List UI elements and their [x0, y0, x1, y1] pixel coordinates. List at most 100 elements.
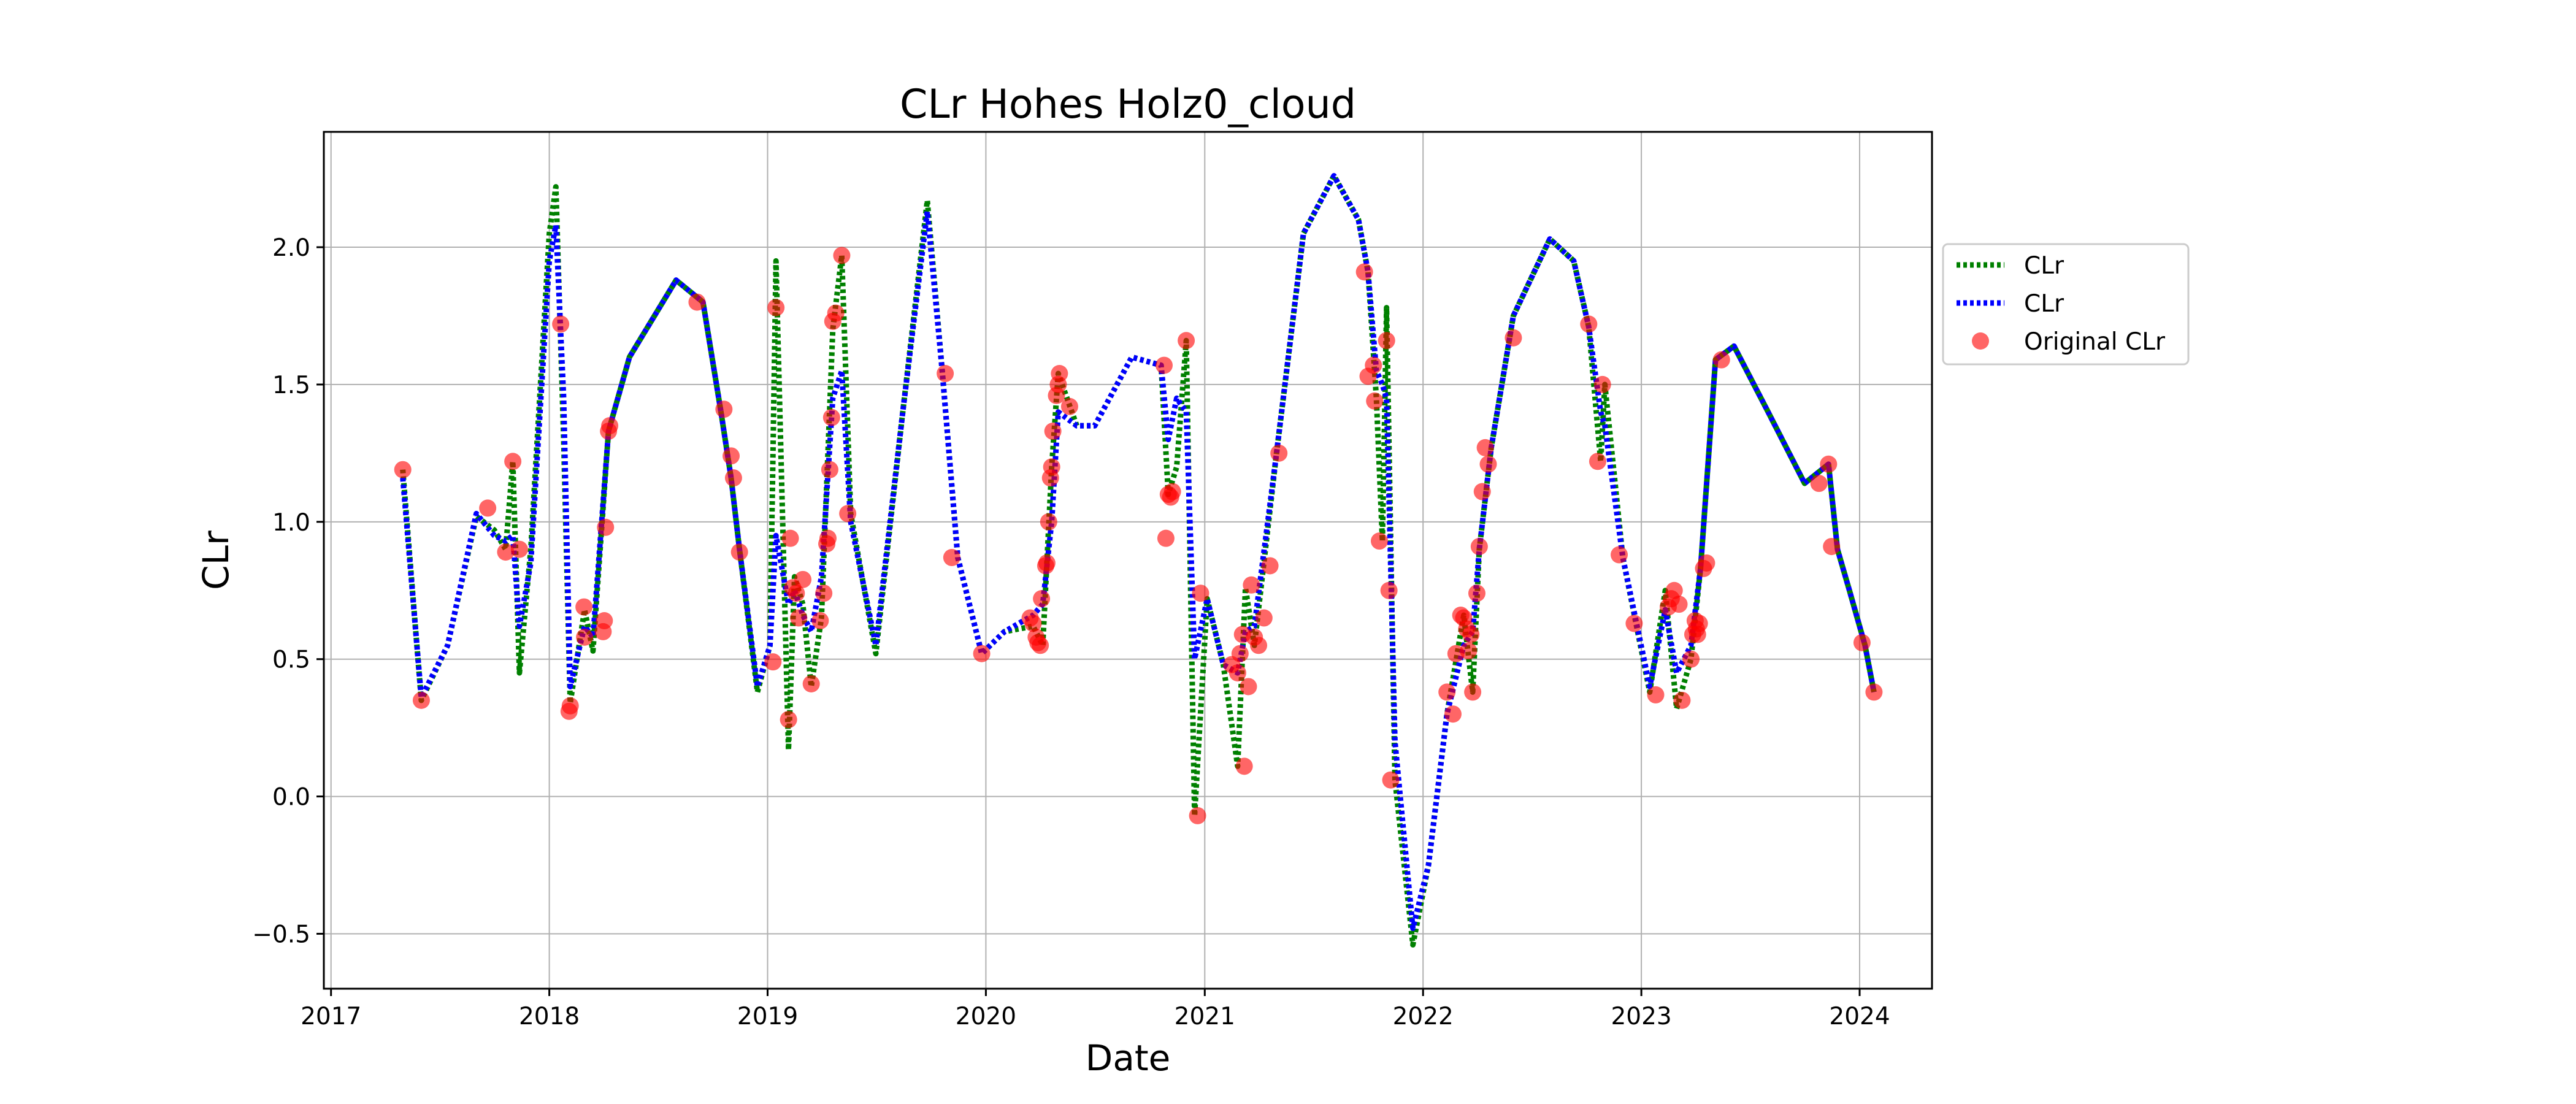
data-point — [1044, 423, 1062, 440]
data-point — [1231, 645, 1249, 662]
data-point — [1479, 455, 1497, 473]
data-point — [819, 529, 837, 547]
data-point — [973, 645, 991, 662]
data-point — [767, 299, 785, 316]
data-point — [552, 315, 570, 333]
x-tick-label: 2021 — [1175, 1003, 1235, 1030]
data-point — [1250, 637, 1268, 654]
series-2 — [400, 173, 1877, 931]
data-point — [1712, 351, 1730, 369]
data-point — [811, 612, 829, 630]
x-tick-label: 2018 — [519, 1003, 580, 1030]
data-point — [1189, 807, 1206, 824]
data-point — [597, 518, 615, 536]
y-tick-label: 0.0 — [272, 784, 310, 811]
data-point — [1464, 683, 1482, 701]
legend-label: CLr — [2024, 252, 2064, 280]
data-point — [1690, 615, 1708, 632]
data-point — [1438, 683, 1456, 701]
x-tick-label: 2017 — [301, 1003, 361, 1030]
data-point — [1163, 483, 1181, 500]
data-point — [1611, 546, 1628, 564]
data-point — [1820, 455, 1838, 473]
data-point — [394, 461, 412, 478]
y-axis-label: CLr — [195, 531, 237, 590]
legend-box — [1942, 243, 2190, 366]
data-point — [1240, 678, 1257, 696]
data-point — [1261, 557, 1279, 575]
data-point — [1040, 513, 1057, 531]
data-point — [827, 304, 845, 322]
data-point — [1823, 538, 1841, 556]
data-point — [1255, 609, 1273, 627]
legend-item: CLr — [1957, 290, 2064, 318]
data-point — [1470, 538, 1488, 556]
data-point — [1371, 532, 1389, 550]
data-point — [1378, 332, 1395, 350]
data-point — [1593, 375, 1611, 393]
data-point — [497, 543, 515, 561]
x-axis-label: Date — [1086, 1037, 1171, 1079]
legend-label: CLr — [2024, 290, 2064, 318]
data-point — [561, 697, 579, 715]
data-point — [723, 447, 740, 465]
data-point — [730, 543, 748, 561]
data-point — [1235, 757, 1253, 775]
data-point — [1243, 576, 1260, 594]
data-point — [1032, 637, 1049, 654]
data-point — [1270, 444, 1288, 462]
data-point — [1476, 439, 1494, 456]
data-point — [821, 461, 838, 478]
data-point — [1229, 664, 1246, 682]
data-point — [575, 598, 593, 616]
x-tick-label: 2023 — [1611, 1003, 1671, 1030]
y-tick-label: −0.5 — [252, 921, 310, 948]
data-point — [1580, 315, 1598, 333]
legend-label: Original CLr — [2024, 328, 2166, 356]
data-point — [788, 585, 805, 602]
data-point — [839, 505, 857, 523]
x-axis-ticks: 2017 2018 2019 2020 2021 2022 2023 2024 — [301, 989, 1890, 1030]
data-point — [802, 675, 820, 692]
data-point — [764, 653, 782, 671]
y-tick-label: 2.0 — [272, 234, 310, 262]
data-point — [1024, 615, 1042, 632]
data-point — [601, 417, 619, 435]
data-point — [1670, 596, 1688, 613]
plot-frame — [323, 131, 1933, 990]
data-point — [833, 247, 851, 264]
data-point — [1647, 686, 1665, 703]
legend-item: CLr — [1957, 252, 2064, 280]
data-point — [576, 628, 594, 646]
data-point — [412, 691, 430, 709]
data-point — [794, 570, 812, 588]
legend: CLr CLr Original CLr — [1942, 243, 2190, 366]
x-tick-label: 2020 — [956, 1003, 1016, 1030]
data-point — [1192, 585, 1209, 602]
data-point — [688, 293, 706, 311]
data-point — [596, 612, 613, 630]
data-point — [815, 585, 833, 602]
data-point — [780, 711, 797, 729]
plot-area — [394, 173, 1883, 948]
data-point — [1033, 590, 1051, 608]
y-tick-label: 1.5 — [272, 372, 310, 399]
data-point — [1157, 529, 1175, 547]
data-point — [715, 401, 733, 418]
series-line — [400, 173, 1877, 931]
y-tick-label: 1.0 — [272, 509, 310, 537]
y-tick-label: 0.5 — [272, 646, 310, 674]
x-tick-label: 2022 — [1393, 1003, 1454, 1030]
series-1 — [400, 173, 1877, 948]
data-point — [479, 499, 497, 517]
legend-item: Original CLr — [1972, 328, 2166, 356]
data-point — [1365, 356, 1382, 374]
data-point — [1366, 392, 1384, 410]
data-point — [1462, 626, 1480, 643]
y-axis-ticks: −0.5 0.0 0.5 1.0 1.5 2.0 — [252, 234, 324, 948]
data-point — [1178, 332, 1195, 350]
data-point — [1038, 554, 1056, 572]
data-point — [1051, 365, 1068, 383]
